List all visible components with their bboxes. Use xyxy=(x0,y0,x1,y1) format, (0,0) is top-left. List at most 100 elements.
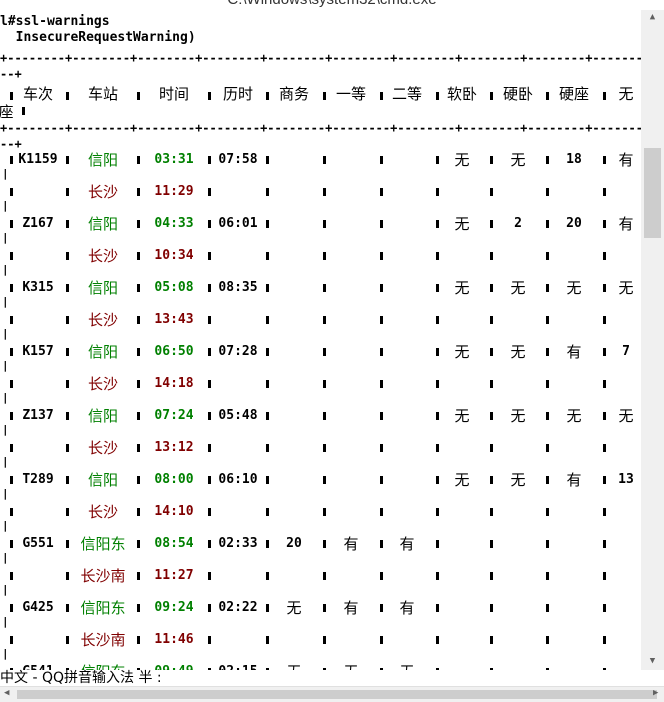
scroll-left-icon[interactable]: ◀ xyxy=(4,688,10,698)
column-divider xyxy=(323,604,326,612)
ime-status-bar: 中文 - QQ拼音输入法 半 : xyxy=(0,670,641,686)
table-cell: 有 xyxy=(343,535,359,553)
table-cell: 无 xyxy=(618,279,634,297)
table-cell: 无 xyxy=(286,599,302,617)
table-border: +--------+--------+--------+--------+---… xyxy=(0,52,641,64)
column-divider xyxy=(380,412,383,420)
column-divider xyxy=(137,380,140,388)
table-cell: Z167 xyxy=(22,216,54,231)
column-divider xyxy=(603,540,606,548)
table-cell: G551 xyxy=(22,536,54,551)
column-divider xyxy=(490,284,493,292)
table-cell: 7 xyxy=(622,344,630,359)
console-area[interactable]: l#ssl-warnings InsecureRequestWarning) +… xyxy=(0,10,641,670)
header-divider xyxy=(490,92,493,100)
scroll-up-icon[interactable]: ▲ xyxy=(649,12,656,22)
column-divider xyxy=(266,412,269,420)
table-cell: 长沙 xyxy=(87,439,119,457)
column-divider xyxy=(266,156,269,164)
column-divider xyxy=(66,636,69,644)
table-header-cell: 软卧 xyxy=(446,85,478,103)
column-divider xyxy=(546,156,549,164)
scroll-right-icon[interactable]: ▶ xyxy=(653,688,659,698)
vertical-scroll-thumb[interactable] xyxy=(644,148,661,238)
column-divider xyxy=(546,604,549,612)
column-divider xyxy=(380,188,383,196)
table-cell: 信阳 xyxy=(87,471,119,489)
header-divider xyxy=(22,107,25,115)
table-cell: Z137 xyxy=(22,408,54,423)
column-divider xyxy=(436,188,439,196)
column-divider xyxy=(436,284,439,292)
column-divider xyxy=(10,284,13,292)
row-wrap-divider: | xyxy=(2,391,9,404)
column-divider xyxy=(380,636,383,644)
column-divider xyxy=(603,508,606,516)
column-divider xyxy=(323,316,326,324)
table-header-cell: 商务 xyxy=(278,85,310,103)
row-wrap-divider: | xyxy=(2,487,9,500)
column-divider xyxy=(323,188,326,196)
table-cell: 无 xyxy=(510,279,526,297)
console-line-2: InsecureRequestWarning) xyxy=(0,30,196,45)
column-divider xyxy=(10,540,13,548)
table-cell: 18 xyxy=(566,152,582,167)
table-cell: 20 xyxy=(566,216,582,231)
column-divider xyxy=(436,156,439,164)
window-title: C:\Windows\system32\cmd.exe xyxy=(0,0,664,8)
column-divider xyxy=(546,668,549,670)
column-divider xyxy=(66,572,69,580)
column-divider xyxy=(436,444,439,452)
column-divider xyxy=(208,636,211,644)
column-divider xyxy=(380,316,383,324)
table-cell: 无 xyxy=(454,343,470,361)
column-divider xyxy=(546,252,549,260)
table-cell: 06:01 xyxy=(218,216,258,231)
column-divider xyxy=(380,252,383,260)
column-divider xyxy=(546,508,549,516)
horizontal-scroll-thumb[interactable] xyxy=(17,690,657,699)
window-titlebar[interactable]: C:\Windows\system32\cmd.exe xyxy=(0,0,664,10)
table-cell: 无 xyxy=(399,663,414,670)
vertical-scrollbar[interactable]: ▲ ▼ xyxy=(641,10,664,670)
column-divider xyxy=(208,188,211,196)
column-divider xyxy=(266,188,269,196)
column-divider xyxy=(323,636,326,644)
row-wrap-divider: | xyxy=(2,647,9,660)
table-cell: 13:12 xyxy=(154,440,194,455)
table-cell: 长沙 xyxy=(87,311,119,329)
column-divider xyxy=(10,572,13,580)
column-divider xyxy=(266,604,269,612)
column-divider xyxy=(380,508,383,516)
table-cell: 信阳 xyxy=(87,151,119,169)
column-divider xyxy=(137,508,140,516)
table-cell: 06:50 xyxy=(154,344,194,359)
column-divider xyxy=(380,604,383,612)
table-cell: 信阳东 xyxy=(80,599,126,617)
column-divider xyxy=(323,476,326,484)
console-line-1: l#ssl-warnings xyxy=(0,14,110,29)
column-divider xyxy=(380,572,383,580)
table-cell: 信阳 xyxy=(87,407,119,425)
column-divider xyxy=(10,252,13,260)
column-divider xyxy=(137,188,140,196)
column-divider xyxy=(490,348,493,356)
table-cell: G541 xyxy=(22,663,53,670)
header-divider xyxy=(323,92,326,100)
column-divider xyxy=(603,316,606,324)
table-border: +--------+--------+--------+--------+---… xyxy=(0,122,641,134)
column-divider xyxy=(436,604,439,612)
table-cell: 长沙 xyxy=(87,375,119,393)
column-divider xyxy=(436,572,439,580)
horizontal-scrollbar[interactable]: ◀ ▶ xyxy=(0,686,664,702)
column-divider xyxy=(66,188,69,196)
column-divider xyxy=(323,348,326,356)
table-cell: 长沙 xyxy=(87,503,119,521)
header-divider xyxy=(546,92,549,100)
header-divider xyxy=(436,92,439,100)
column-divider xyxy=(380,476,383,484)
column-divider xyxy=(490,220,493,228)
column-divider xyxy=(208,572,211,580)
scroll-down-icon[interactable]: ▼ xyxy=(649,656,656,666)
table-cell: 信阳东 xyxy=(80,535,126,553)
